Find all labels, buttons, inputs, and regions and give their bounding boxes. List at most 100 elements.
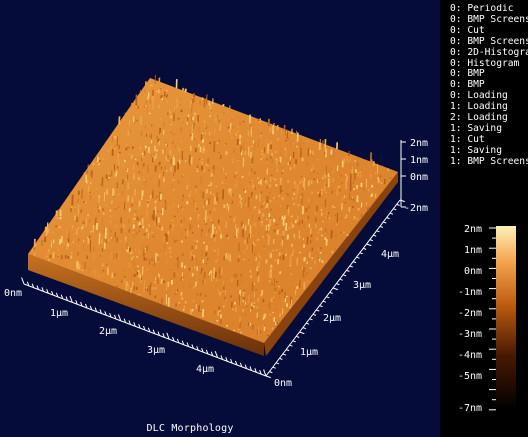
axis-tick: [265, 375, 271, 379]
axis-tick: [191, 344, 194, 349]
axis-tick: [113, 314, 117, 320]
axis-tick: [302, 327, 307, 330]
log-line: 0: Loading: [450, 90, 508, 102]
axis-tick: [339, 278, 343, 281]
axis-tick: [332, 287, 338, 291]
y-tick-label: 4µm: [381, 249, 399, 260]
axis-tick: [352, 261, 357, 264]
axis-tick: [272, 366, 276, 369]
axis-tick: [172, 336, 175, 342]
operation-log[interactable]: 0: Periodic 0: BMP Screenshot 0: Cut 0: …: [450, 4, 528, 168]
z-tick-label: 1nm: [410, 155, 428, 166]
log-line: 1: Cut: [450, 133, 485, 145]
x-tick-label: 2µm: [99, 326, 117, 337]
scale-label: 1nm: [464, 245, 482, 256]
axis-tick: [379, 225, 384, 228]
x-tick-label: 1µm: [50, 308, 68, 319]
axis-tick: [201, 347, 204, 353]
axis-tick: [275, 362, 280, 365]
axis-tick: [249, 366, 252, 371]
axis-tick: [285, 349, 290, 352]
surface-right-wall: [264, 172, 398, 356]
scale-label: -5nm: [458, 371, 482, 382]
axis-tick: [326, 296, 330, 299]
axis-tick: [292, 340, 296, 343]
scale-label: -3nm: [458, 329, 482, 340]
x-tick-label: 0nm: [4, 288, 22, 299]
axis-tick: [99, 309, 102, 314]
scale-label: -2nm: [458, 308, 482, 319]
surface-texture: [32, 74, 392, 337]
surface-top: [28, 78, 398, 343]
surface-plot[interactable]: 2nm 1nm 0nm -2nm 0nm 1µm 2µm 3µm 4µm 0nm…: [0, 0, 440, 437]
log-line: 0: BMP Screenshot: [450, 13, 528, 25]
axis-tick: [41, 287, 44, 292]
log-line: 0: Histogram: [450, 57, 520, 69]
axis-tick: [181, 340, 185, 345]
axis-tick: [239, 362, 243, 367]
axis-tick: [123, 318, 127, 323]
axis-tick: [36, 285, 39, 290]
log-line: 1: Saving: [450, 122, 502, 134]
axis-tick: [362, 247, 367, 250]
z-tick-label: 0nm: [410, 172, 428, 183]
axis-tick: [104, 311, 107, 316]
axis-tick: [234, 360, 238, 366]
color-scale: 2nm 1nm 0nm -1nm -2nm -3nm -4nm -5nm -7n…: [458, 224, 516, 414]
axis-tick: [196, 346, 199, 351]
axis-tick: [299, 331, 305, 335]
log-line: 0: BMP: [450, 68, 485, 80]
axis-tick: [138, 323, 141, 329]
axis-tick: [80, 301, 83, 307]
z-axis: 2nm 1nm 0nm -2nm: [400, 138, 428, 214]
3d-viewport[interactable]: 2nm 1nm 0nm -2nm 0nm 1µm 2µm 3µm 4µm 0nm…: [0, 0, 440, 437]
axis-tick: [166, 332, 170, 340]
log-line: 1: Saving: [450, 144, 502, 156]
axis-tick: [230, 358, 233, 364]
axis-tick: [147, 327, 151, 333]
axis-tick: [60, 294, 64, 299]
axis-tick: [306, 322, 310, 325]
axis-tick: [386, 217, 390, 220]
log-line: 0: Cut: [450, 24, 485, 36]
axis-tick: [359, 252, 363, 255]
z-tick-label: -2nm: [404, 203, 428, 214]
axis-tick: [109, 312, 112, 318]
scale-label: 0nm: [464, 266, 482, 277]
surface-front-wall: [28, 254, 264, 356]
axis-tick: [263, 369, 267, 377]
axis-tick: [319, 305, 323, 308]
axis-tick: [396, 203, 400, 206]
axis-tick: [51, 290, 54, 296]
side-panel: 0: Periodic 0: BMP Screenshot 0: Cut 0: …: [440, 0, 528, 437]
log-line: 0: 2D-Histogram: [450, 46, 528, 58]
axis-tick: [346, 269, 350, 272]
axis-tick: [162, 333, 165, 338]
log-line: 0: Periodic: [450, 4, 514, 14]
axis-tick: [349, 265, 353, 268]
axis-tick: [69, 295, 73, 303]
y-tick-label: 1µm: [300, 347, 318, 358]
axis-tick: [220, 355, 223, 360]
axis-tick: [75, 300, 78, 305]
axis-tick: [399, 199, 405, 203]
axis-tick: [259, 369, 262, 375]
axis-tick: [210, 351, 214, 356]
x-tick-label: 4µm: [196, 364, 214, 375]
x-tick-label: 3µm: [147, 345, 165, 356]
axis-tick: [383, 221, 387, 224]
axis-tick: [289, 344, 293, 347]
axis-tick: [65, 296, 69, 301]
axis-tick: [21, 277, 25, 285]
axis-tick: [254, 368, 257, 373]
axis-tick: [143, 325, 146, 331]
axis-tick: [152, 329, 156, 334]
axis-tick: [84, 303, 88, 309]
scale-label: -7nm: [458, 403, 482, 414]
log-line: 0: BMP Screenshot: [450, 35, 528, 47]
axis-tick: [176, 338, 180, 344]
axis-tick: [389, 212, 394, 215]
axis-tick: [94, 307, 98, 312]
scale-label: -1nm: [458, 287, 482, 298]
axis-tick: [376, 230, 380, 233]
